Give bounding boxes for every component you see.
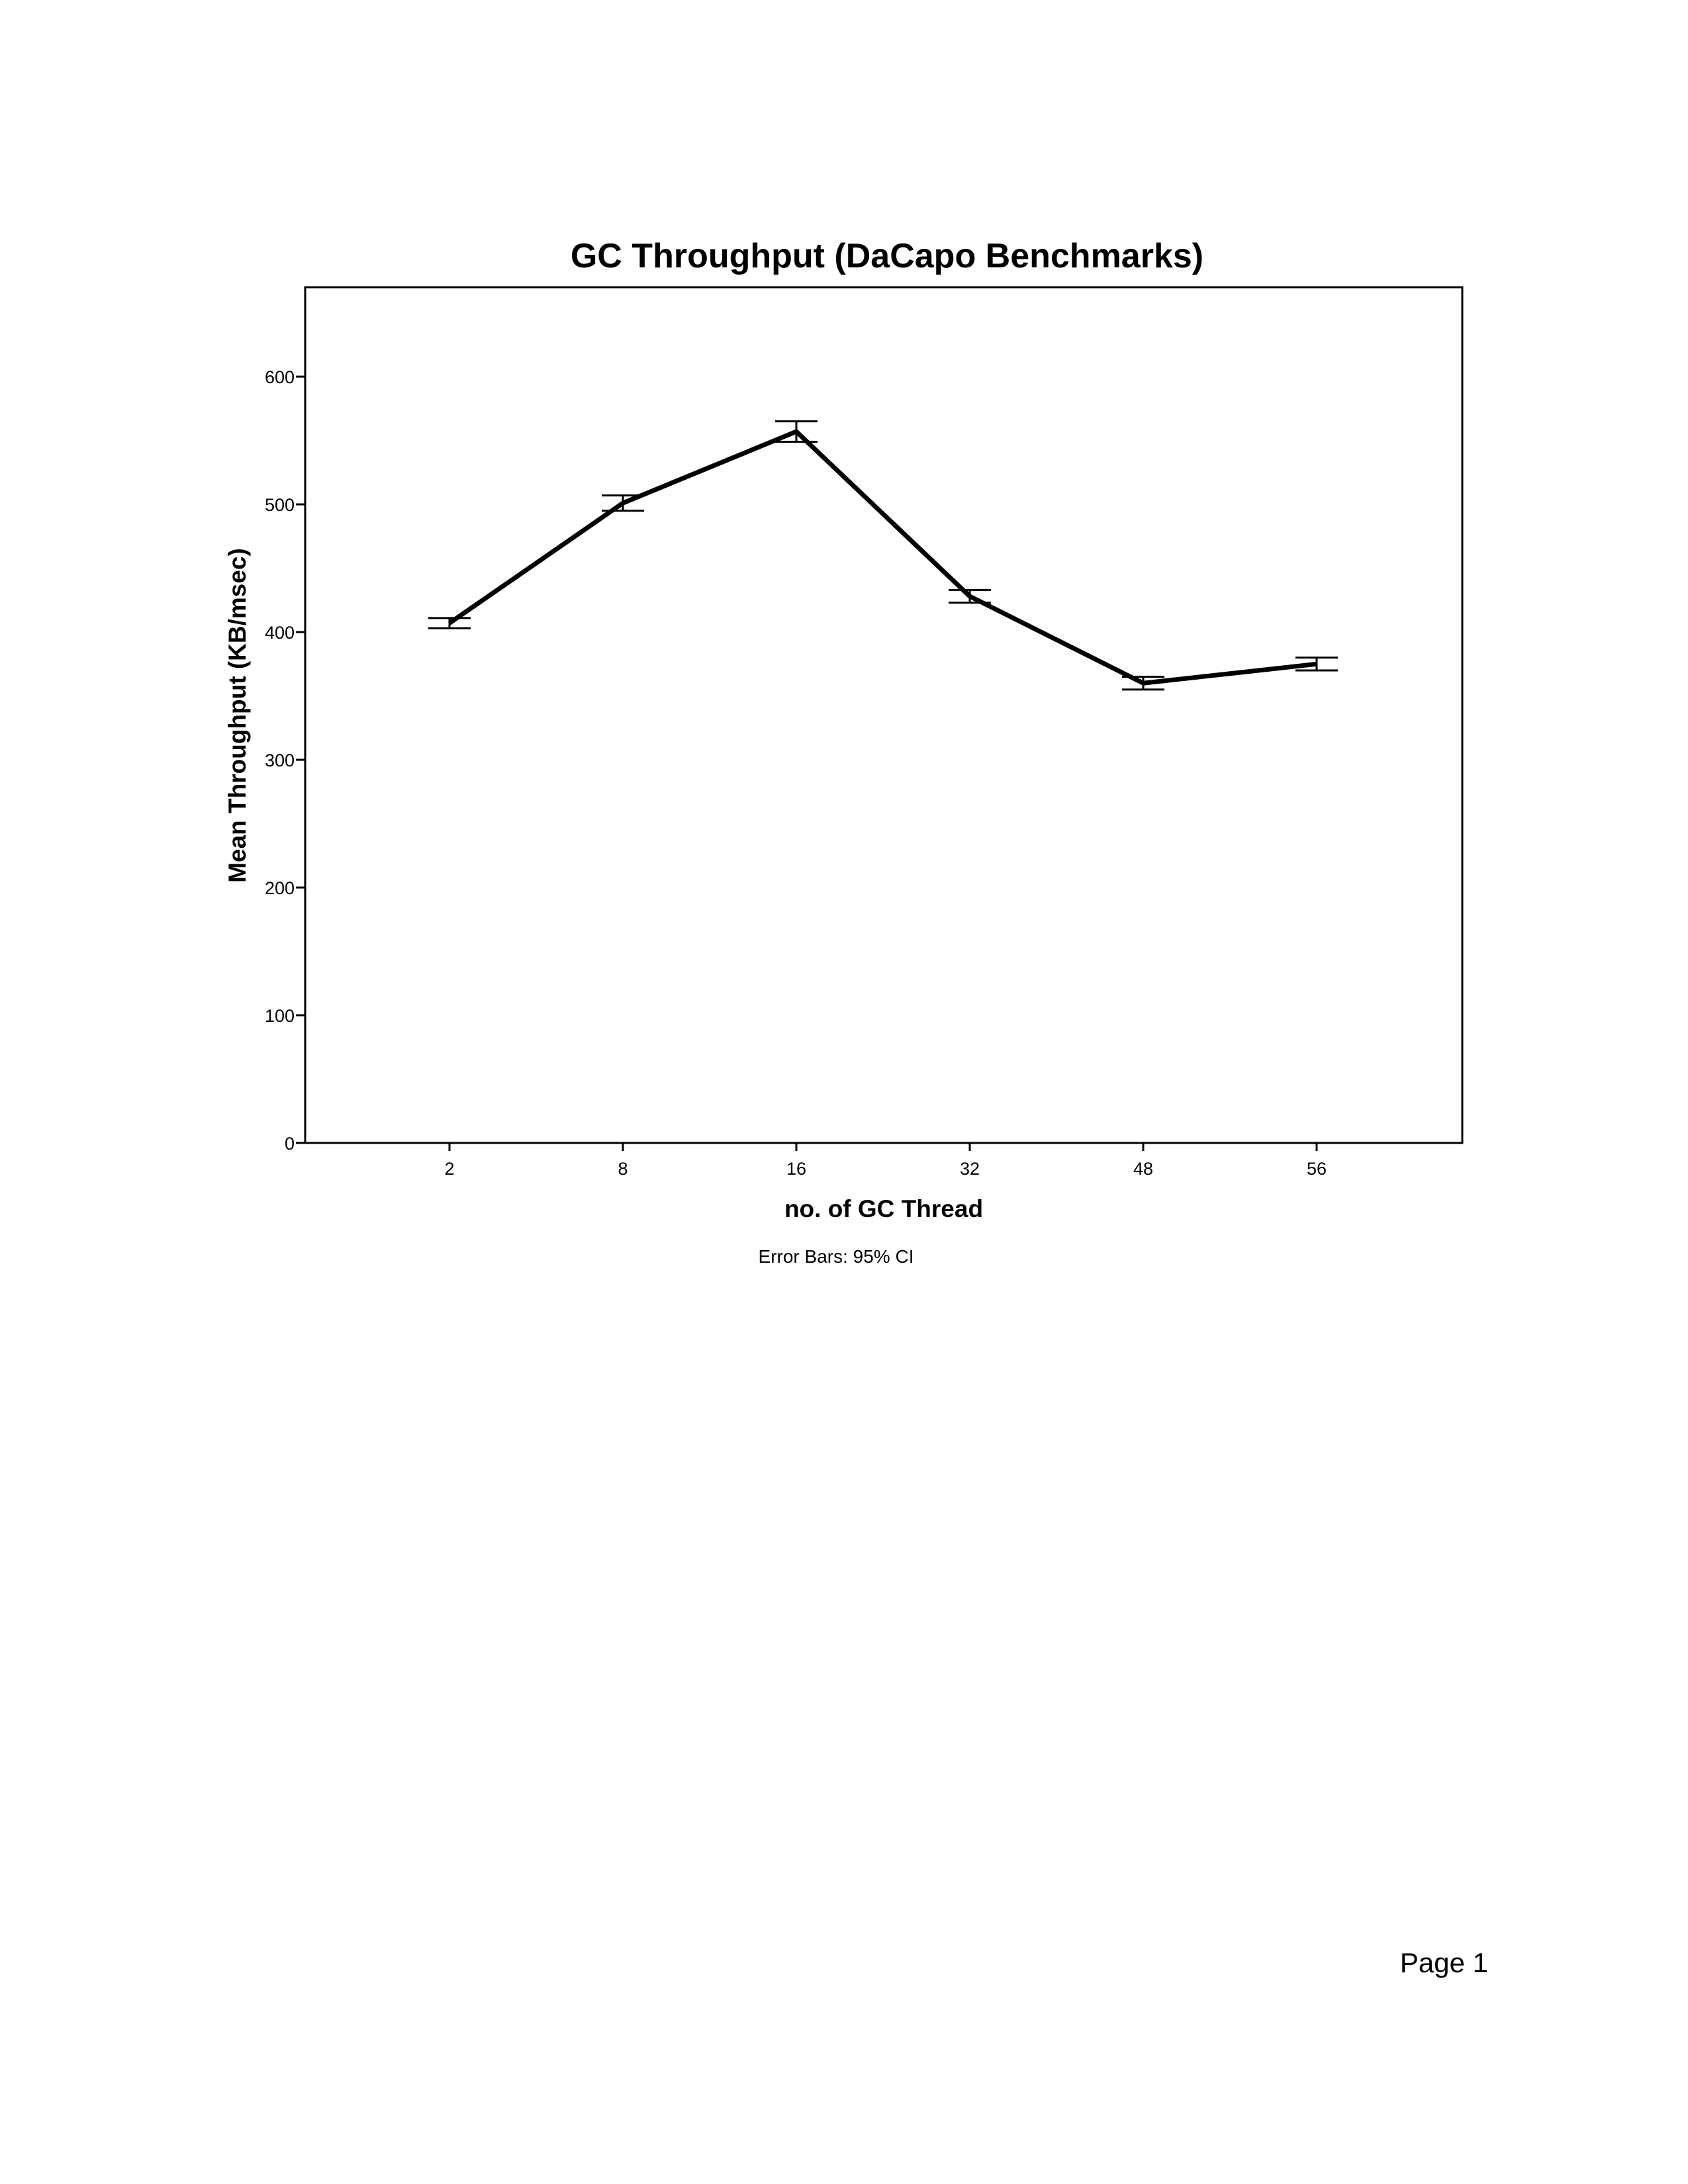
plot-frame (304, 286, 1464, 1144)
x-tick-label: 8 (618, 1159, 628, 1179)
y-tick-label: 300 (265, 751, 295, 770)
chart-title: GC Throughput (DaCapo Benchmarks) (571, 237, 1203, 275)
series-line (448, 428, 1317, 686)
x-tick-label: 2 (444, 1159, 454, 1179)
y-tick-label: 200 (265, 878, 295, 898)
y-tick-label: 0 (285, 1134, 295, 1154)
x-tick-label: 48 (1133, 1159, 1153, 1179)
page-number: Page 1 (1399, 1947, 1488, 1978)
y-tick-label: 400 (265, 623, 295, 643)
y-axis-label: Mean Throughput (KB/msec) (224, 548, 251, 883)
x-axis-ticks: 2 8 16 32 48 56 (444, 1143, 1327, 1179)
x-axis-label: no. of GC Thread (784, 1195, 983, 1222)
y-axis-ticks: 0 100 200 300 400 500 600 (265, 367, 305, 1154)
y-tick-label: 100 (265, 1006, 295, 1026)
error-bars-caption: Error Bars: 95% CI (759, 1246, 914, 1267)
error-bars (428, 420, 1338, 691)
y-tick-label: 500 (265, 495, 295, 515)
x-tick-label: 16 (786, 1159, 806, 1179)
x-tick-label: 56 (1307, 1159, 1327, 1179)
x-tick-label: 32 (960, 1159, 980, 1179)
y-tick-label: 600 (265, 367, 295, 387)
